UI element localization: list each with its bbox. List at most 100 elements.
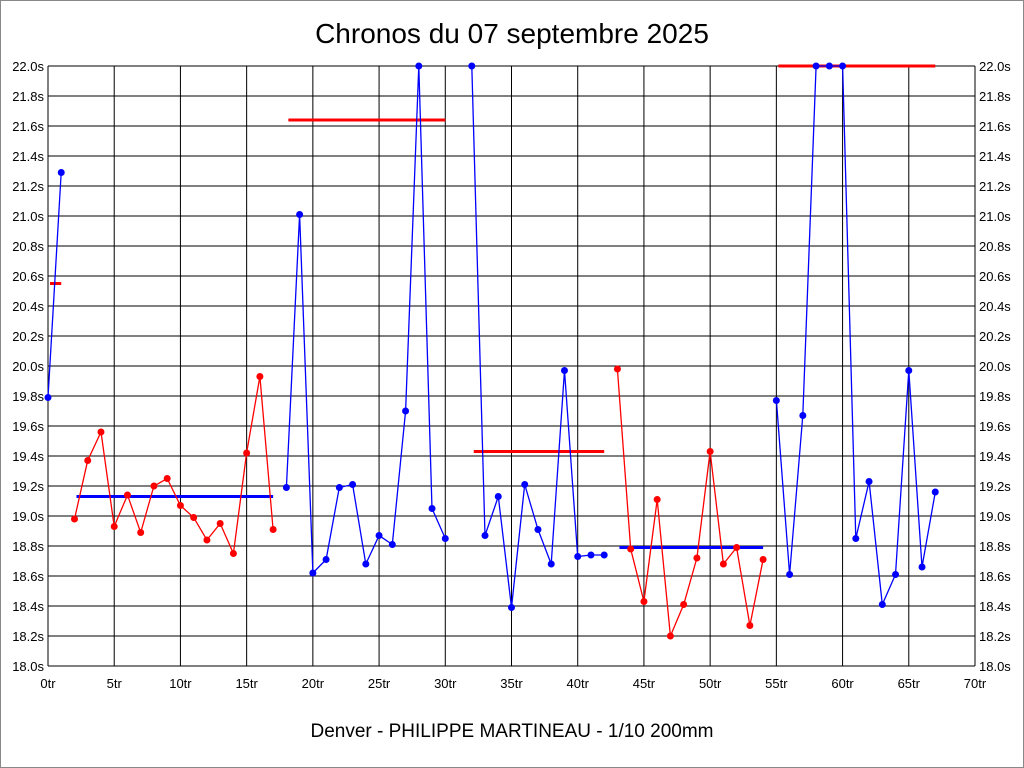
y-tick-label-right: 21.8s <box>979 89 1011 104</box>
data-point <box>110 523 118 530</box>
data-point <box>428 505 436 512</box>
data-point <box>719 560 727 568</box>
x-tick-label: 70tr <box>964 676 987 691</box>
y-tick-label-right: 18.4s <box>979 599 1011 614</box>
y-tick-label-left: 18.2s <box>12 629 44 644</box>
data-point <box>84 457 92 464</box>
y-tick-label-left: 18.4s <box>12 599 44 614</box>
data-point <box>402 407 410 415</box>
data-point <box>600 551 608 559</box>
x-tick-label: 30tr <box>434 676 457 691</box>
data-point <box>441 535 449 542</box>
data-point <box>640 598 648 605</box>
data-point <box>680 601 688 608</box>
data-point <box>123 491 131 499</box>
data-point <box>163 475 171 482</box>
data-point <box>666 632 674 640</box>
y-tick-label-left: 19.6s <box>12 419 44 434</box>
y-tick-label-right: 20.0s <box>979 359 1011 374</box>
x-tick-label: 15tr <box>235 676 258 691</box>
x-tick-label: 55tr <box>765 676 788 691</box>
x-tick-label: 60tr <box>831 676 854 691</box>
data-point <box>415 62 423 70</box>
data-point <box>521 481 529 488</box>
y-tick-label-right: 19.4s <box>979 449 1011 464</box>
y-tick-label-left: 21.8s <box>12 89 44 104</box>
series-line <box>285 65 446 575</box>
y-tick-label-right: 20.4s <box>979 299 1011 314</box>
chart-title: Chronos du 07 septembre 2025 <box>315 18 709 49</box>
data-point <box>296 211 304 218</box>
data-point <box>216 520 224 527</box>
data-point <box>57 169 65 176</box>
data-point <box>150 482 158 490</box>
y-tick-label-right: 18.0s <box>979 659 1011 674</box>
data-point <box>508 604 515 611</box>
data-point <box>706 448 714 455</box>
data-point <box>772 397 780 404</box>
y-tick-label-right: 21.4s <box>979 149 1011 164</box>
data-point <box>203 536 211 544</box>
data-point <box>269 526 277 533</box>
data-point <box>282 484 290 491</box>
chart-footer: Denver - PHILIPPE MARTINEAU - 1/10 200mm <box>310 721 714 742</box>
data-point <box>362 560 370 568</box>
y-tick-label-left: 19.4s <box>12 449 44 464</box>
y-tick-label-right: 19.0s <box>979 509 1011 524</box>
data-point <box>878 601 886 608</box>
y-tick-label-right: 18.8s <box>979 539 1011 554</box>
y-tick-label-right: 18.2s <box>979 629 1011 644</box>
data-point <box>335 484 343 491</box>
data-point <box>865 478 873 485</box>
data-point <box>839 62 847 70</box>
y-tick-label-right: 21.6s <box>979 119 1011 134</box>
y-tick-label-left: 20.6s <box>12 269 44 284</box>
y-tick-label-right: 19.2s <box>979 479 1011 494</box>
data-point <box>852 535 860 542</box>
data-point <box>693 554 701 562</box>
x-tick-label: 50tr <box>699 676 722 691</box>
y-tick-label-left: 18.0s <box>12 659 44 674</box>
data-point <box>349 481 357 488</box>
x-tick-label: 0tr <box>40 676 56 691</box>
data-point <box>799 412 807 419</box>
data-point <box>759 556 767 563</box>
series-line <box>616 368 764 637</box>
data-point <box>786 571 794 578</box>
x-tick-label: 25tr <box>368 676 391 691</box>
data-point <box>468 62 476 70</box>
data-point <box>574 553 582 560</box>
data-point <box>309 569 317 577</box>
x-tick-label: 65tr <box>898 676 921 691</box>
data-point <box>560 367 568 374</box>
y-tick-label-left: 22.0s <box>12 59 44 74</box>
y-tick-label-right: 22.0s <box>979 59 1011 74</box>
data-point <box>481 532 489 539</box>
y-tick-label-left: 19.8s <box>12 389 44 404</box>
data-point <box>547 560 555 568</box>
x-tick-label: 10tr <box>169 676 192 691</box>
y-tick-label-left: 18.6s <box>12 569 44 584</box>
data-point <box>229 550 237 557</box>
data-point <box>534 526 542 533</box>
data-point <box>243 449 251 457</box>
y-tick-label-left: 20.8s <box>12 239 44 254</box>
data-point <box>176 502 184 509</box>
data-point <box>733 544 741 551</box>
y-tick-label-left: 19.2s <box>12 479 44 494</box>
y-tick-label-left: 19.0s <box>12 509 44 524</box>
y-tick-label-left: 21.2s <box>12 179 44 194</box>
y-tick-label-left: 21.6s <box>12 119 44 134</box>
series-line <box>775 65 936 607</box>
y-tick-label-right: 19.6s <box>979 419 1011 434</box>
x-tick-label: 35tr <box>500 676 523 691</box>
data-point <box>587 551 595 559</box>
data-point <box>905 367 913 374</box>
data-point <box>653 496 661 503</box>
series-line <box>47 172 62 398</box>
data-point <box>627 545 635 553</box>
data-point <box>190 514 198 521</box>
data-point <box>375 532 383 539</box>
y-tick-label-left: 20.2s <box>12 329 44 344</box>
